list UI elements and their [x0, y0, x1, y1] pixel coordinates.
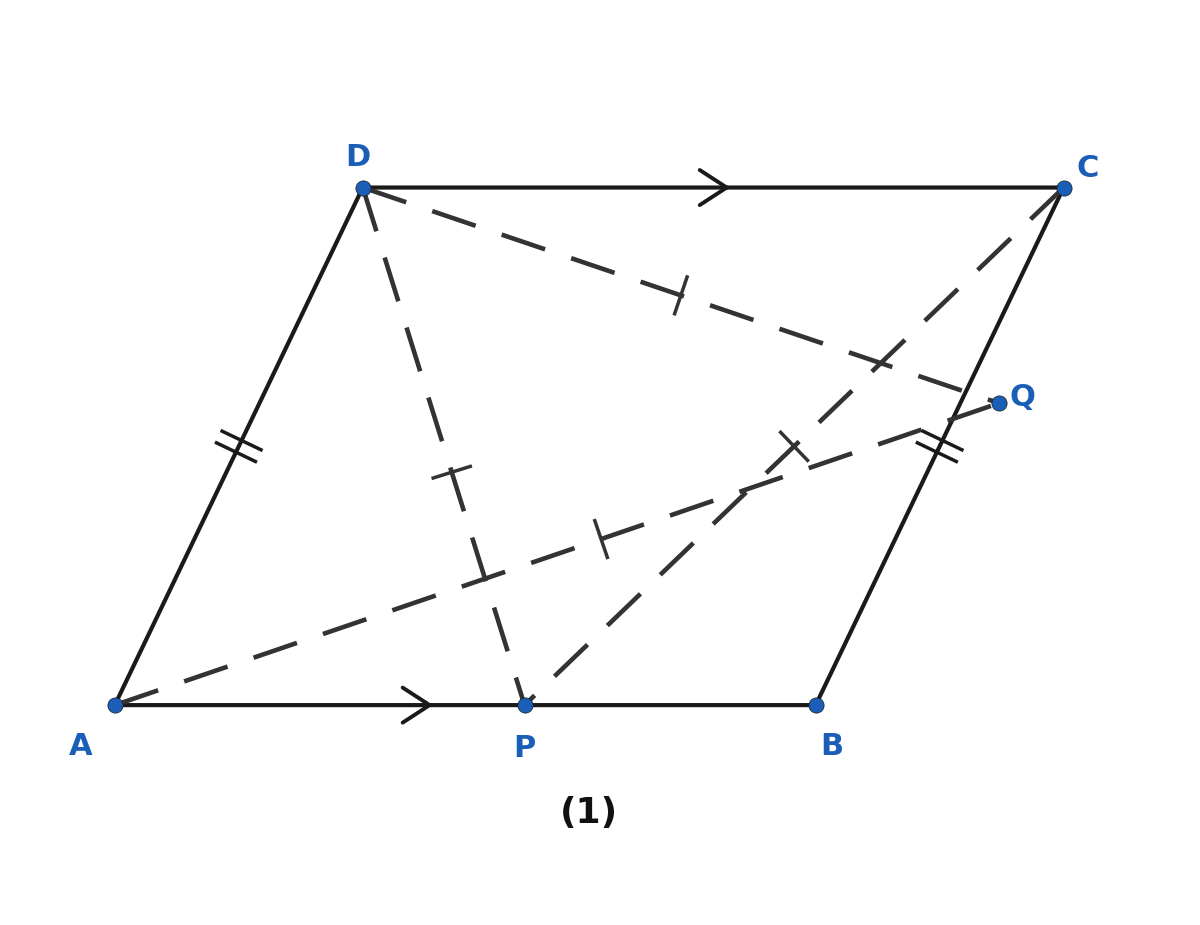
Point — [1054, 180, 1073, 195]
Text: D: D — [344, 142, 370, 172]
Text: B: B — [821, 732, 844, 760]
Point — [989, 396, 1008, 411]
Text: A: A — [68, 732, 92, 760]
Point — [515, 697, 534, 712]
Point — [353, 180, 372, 195]
Text: P: P — [514, 734, 535, 763]
Text: C: C — [1076, 154, 1098, 182]
Text: (1): (1) — [560, 796, 618, 830]
Point — [106, 697, 125, 712]
Text: Q: Q — [1009, 383, 1036, 413]
Point — [806, 697, 826, 712]
